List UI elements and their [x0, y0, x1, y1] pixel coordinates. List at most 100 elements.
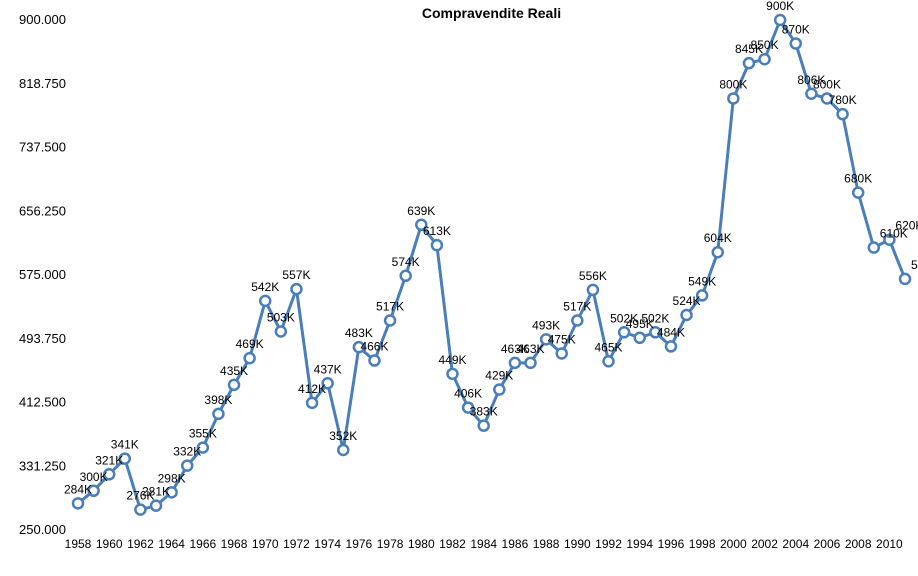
data-marker: [838, 109, 848, 119]
data-label: 639K: [407, 204, 435, 218]
x-axis-label: 1992: [595, 537, 622, 551]
data-marker: [869, 243, 879, 253]
data-marker: [307, 398, 317, 408]
data-marker: [635, 333, 645, 343]
x-axis-label: 1994: [626, 537, 653, 551]
data-marker: [213, 409, 223, 419]
data-marker: [604, 356, 614, 366]
x-axis-label: 2002: [751, 537, 778, 551]
data-label: 870K: [782, 23, 810, 37]
x-axis-label: 1976: [346, 537, 373, 551]
chart-title: Compravendite Reali: [422, 5, 561, 21]
data-label: 483K: [345, 326, 373, 340]
data-label: 850K: [751, 38, 779, 52]
y-axis-label: 412.500: [19, 395, 66, 410]
y-axis-label: 818.750: [19, 76, 66, 91]
data-marker: [744, 58, 754, 68]
x-axis-label: 1980: [408, 537, 435, 551]
data-marker: [229, 380, 239, 390]
data-marker: [572, 316, 582, 326]
data-label: 800K: [719, 77, 747, 91]
x-axis-label: 1962: [127, 537, 154, 551]
data-label: 900K: [766, 0, 794, 13]
data-label: 398K: [204, 393, 232, 407]
data-label: 557K: [282, 268, 310, 282]
data-label: 604K: [704, 231, 732, 245]
x-axis-label: 1958: [65, 537, 92, 551]
x-axis-label: 1988: [533, 537, 560, 551]
data-marker: [447, 369, 457, 379]
data-label: 620K: [895, 219, 918, 233]
data-marker: [666, 341, 676, 351]
data-marker: [369, 356, 379, 366]
x-axis-label: 1972: [283, 537, 310, 551]
data-label: 524K: [673, 294, 701, 308]
data-marker: [557, 348, 567, 358]
x-axis-label: 2008: [845, 537, 872, 551]
x-axis-label: 1990: [564, 537, 591, 551]
data-label: 449K: [438, 353, 466, 367]
data-marker: [135, 505, 145, 515]
data-label: 574K: [392, 255, 420, 269]
y-axis-label: 250.000: [19, 522, 66, 537]
data-label: 800K: [813, 77, 841, 91]
x-axis-label: 2006: [814, 537, 841, 551]
y-axis-label: 737.500: [19, 140, 66, 155]
x-axis-label: 1968: [221, 537, 248, 551]
data-marker: [338, 445, 348, 455]
data-marker: [853, 188, 863, 198]
data-label: 463K: [516, 342, 544, 356]
data-label: 502K: [641, 311, 669, 325]
data-label: 542K: [251, 280, 279, 294]
y-axis-label: 900.000: [19, 12, 66, 27]
data-label: 484K: [657, 325, 685, 339]
data-marker: [494, 385, 504, 395]
y-axis-label: 493.750: [19, 331, 66, 346]
x-axis-label: 1982: [439, 537, 466, 551]
data-label: 469K: [236, 337, 264, 351]
data-marker: [260, 296, 270, 306]
data-label: 437K: [314, 362, 342, 376]
data-label: 332K: [173, 445, 201, 459]
data-marker: [728, 93, 738, 103]
line-chart: Compravendite Reali 250.000 331.250 412.500…: [0, 0, 918, 576]
x-axis-label: 1996: [658, 537, 685, 551]
data-marker: [182, 461, 192, 471]
data-label: 341K: [111, 438, 139, 452]
x-axis-label: 1974: [314, 537, 341, 551]
x-axis-label: 2000: [720, 537, 747, 551]
y-axis-label: 575.000: [19, 267, 66, 282]
data-label: 613K: [423, 224, 451, 238]
data-marker: [900, 274, 910, 284]
data-label: 517K: [376, 300, 404, 314]
data-label: 680K: [844, 172, 872, 186]
data-marker: [276, 326, 286, 336]
data-label: 284K: [64, 482, 92, 496]
data-marker: [526, 358, 536, 368]
x-axis-label: 1986: [502, 537, 529, 551]
data-label: 549K: [688, 274, 716, 288]
data-marker: [385, 316, 395, 326]
data-label: 503K: [267, 310, 295, 324]
y-axis-label: 656.250: [19, 203, 66, 218]
x-axis-label: 2004: [782, 537, 809, 551]
data-label: 321K: [95, 453, 123, 467]
y-axis-label: 331.250: [19, 458, 66, 473]
data-label: 556K: [579, 269, 607, 283]
data-marker: [588, 285, 598, 295]
data-label: 466K: [360, 340, 388, 354]
x-axis-label: 1960: [96, 537, 123, 551]
data-label: 355K: [189, 427, 217, 441]
data-marker: [291, 284, 301, 294]
x-axis-label: 1970: [252, 537, 279, 551]
data-label: 429K: [485, 369, 513, 383]
data-marker: [401, 271, 411, 281]
data-label: 352K: [329, 429, 357, 443]
data-marker: [682, 310, 692, 320]
data-label: 383K: [470, 405, 498, 419]
x-axis-label: 1978: [377, 537, 404, 551]
data-marker: [73, 498, 83, 508]
data-marker: [791, 39, 801, 49]
x-axis-label: 1998: [689, 537, 716, 551]
data-marker: [245, 353, 255, 363]
